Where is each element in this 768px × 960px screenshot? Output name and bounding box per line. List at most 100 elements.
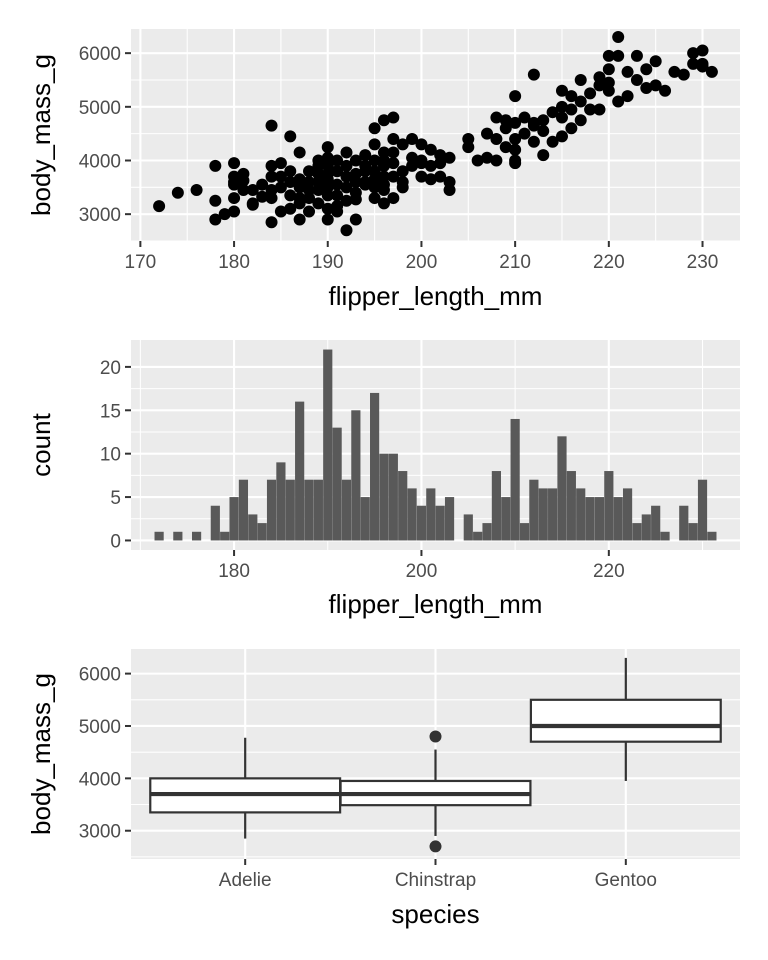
- scatter-point: [602, 49, 615, 62]
- scatter-point: [602, 84, 615, 97]
- scatter-point: [555, 111, 568, 124]
- histogram-bar: [444, 497, 455, 541]
- scatter-point: [312, 184, 325, 197]
- histogram-bar: [613, 497, 623, 541]
- histogram-bar: [238, 479, 249, 541]
- scatter-point: [256, 178, 269, 191]
- scatter-point: [584, 87, 597, 100]
- scatter-point: [555, 130, 568, 143]
- scatter-point: [677, 68, 690, 81]
- histogram-panel: 0 5 10 15 20 180 200 220 flipper_length_mm count: [26, 340, 740, 619]
- histogram-bar: [276, 462, 286, 541]
- scatter-point: [490, 111, 503, 124]
- scatter-point: [415, 157, 428, 170]
- scatter-point: [340, 194, 353, 207]
- x-tick-label: Adelie: [219, 870, 272, 891]
- histogram-bar: [360, 497, 370, 541]
- scatter-point: [612, 49, 625, 62]
- histogram-bar: [566, 471, 576, 541]
- histogram-bar: [519, 523, 530, 541]
- histogram-bar: [697, 479, 708, 541]
- scatter-point: [368, 138, 381, 151]
- scatter-point: [406, 133, 419, 146]
- x-tick-label: Chinstrap: [395, 870, 476, 891]
- scatter-point: [518, 127, 531, 140]
- scatter-point: [377, 114, 390, 127]
- scatter-point: [349, 154, 362, 167]
- scatter-point: [415, 138, 428, 151]
- scatter-point: [331, 165, 344, 178]
- x-tick-label: 200: [406, 252, 438, 273]
- scatter-point: [668, 65, 681, 78]
- scatter-point: [687, 57, 700, 70]
- histogram-bar: [266, 479, 277, 541]
- scatter-point: [265, 159, 278, 172]
- scatter-point: [387, 192, 400, 205]
- histogram-bar: [370, 392, 380, 541]
- scatter-point: [153, 200, 166, 213]
- scatter-point: [368, 154, 381, 167]
- x-tick-label: 180: [218, 561, 250, 582]
- scatter-point: [574, 95, 587, 108]
- scatter-point: [649, 79, 662, 92]
- scatter-point: [584, 103, 597, 116]
- scatter-point: [228, 192, 241, 205]
- histogram-bar: [510, 418, 520, 541]
- scatter-point: [387, 170, 400, 183]
- scatter-point: [546, 135, 559, 148]
- scatter-point: [237, 174, 250, 187]
- scatter-point: [265, 192, 278, 205]
- scatter-point: [602, 63, 615, 76]
- scatter-point: [612, 31, 625, 44]
- scatter-point: [481, 151, 494, 164]
- y-tick-label: 5000: [79, 98, 121, 119]
- scatter-point: [321, 141, 334, 154]
- scatter-point: [377, 184, 390, 197]
- scatter-point: [209, 194, 222, 207]
- y-axis-title: count: [26, 412, 56, 476]
- y-tick-label: 10: [100, 445, 121, 466]
- scatter-point: [284, 189, 297, 202]
- y-tick-label: 6000: [79, 665, 121, 686]
- scatter-point: [565, 103, 578, 116]
- histogram-bar: [557, 436, 567, 541]
- histogram-bar: [332, 427, 342, 541]
- scatter-point: [509, 90, 522, 103]
- scatter-point: [696, 44, 709, 57]
- scatter-point: [349, 213, 362, 226]
- scatter-point: [246, 184, 259, 197]
- x-tick-label: 200: [406, 561, 438, 582]
- scatter-point: [509, 143, 522, 156]
- scatter-point: [265, 216, 278, 229]
- x-tick-label: 220: [593, 252, 625, 273]
- scatter-point: [349, 175, 362, 188]
- histogram-bar: [585, 497, 595, 541]
- scatter-point: [303, 192, 316, 205]
- scatter-point: [443, 151, 456, 164]
- scatter-point: [377, 197, 390, 210]
- scatter-point: [481, 127, 494, 140]
- scatter-point: [293, 146, 306, 159]
- scatter-point: [171, 186, 184, 199]
- scatter-point: [499, 141, 512, 154]
- scatter-point: [340, 170, 353, 183]
- histogram-bar: [435, 505, 445, 541]
- scatter-point: [640, 82, 653, 95]
- histogram-bar: [426, 488, 436, 541]
- scatter-point: [274, 157, 287, 170]
- scatter-point: [228, 175, 241, 188]
- scatter-point: [490, 154, 503, 167]
- x-tick-label: 210: [499, 252, 531, 273]
- scatter-point: [228, 157, 241, 170]
- scatter-point: [293, 173, 306, 186]
- x-axis-title: flipper_length_mm: [329, 281, 543, 311]
- scatter-panel: 3000 4000 5000 6000 170 180 190 200 210 220 230 fli…: [26, 29, 740, 311]
- scatter-point: [443, 175, 456, 188]
- scatter-point: [331, 154, 344, 167]
- scatter-point: [621, 65, 634, 78]
- scatter-point: [284, 165, 297, 178]
- boxplot-panel: 3000 4000 5000 6000 Adelie Chinstrap Gentoo spe…: [26, 649, 740, 929]
- scatter-point: [593, 79, 606, 92]
- scatter-point: [303, 165, 316, 178]
